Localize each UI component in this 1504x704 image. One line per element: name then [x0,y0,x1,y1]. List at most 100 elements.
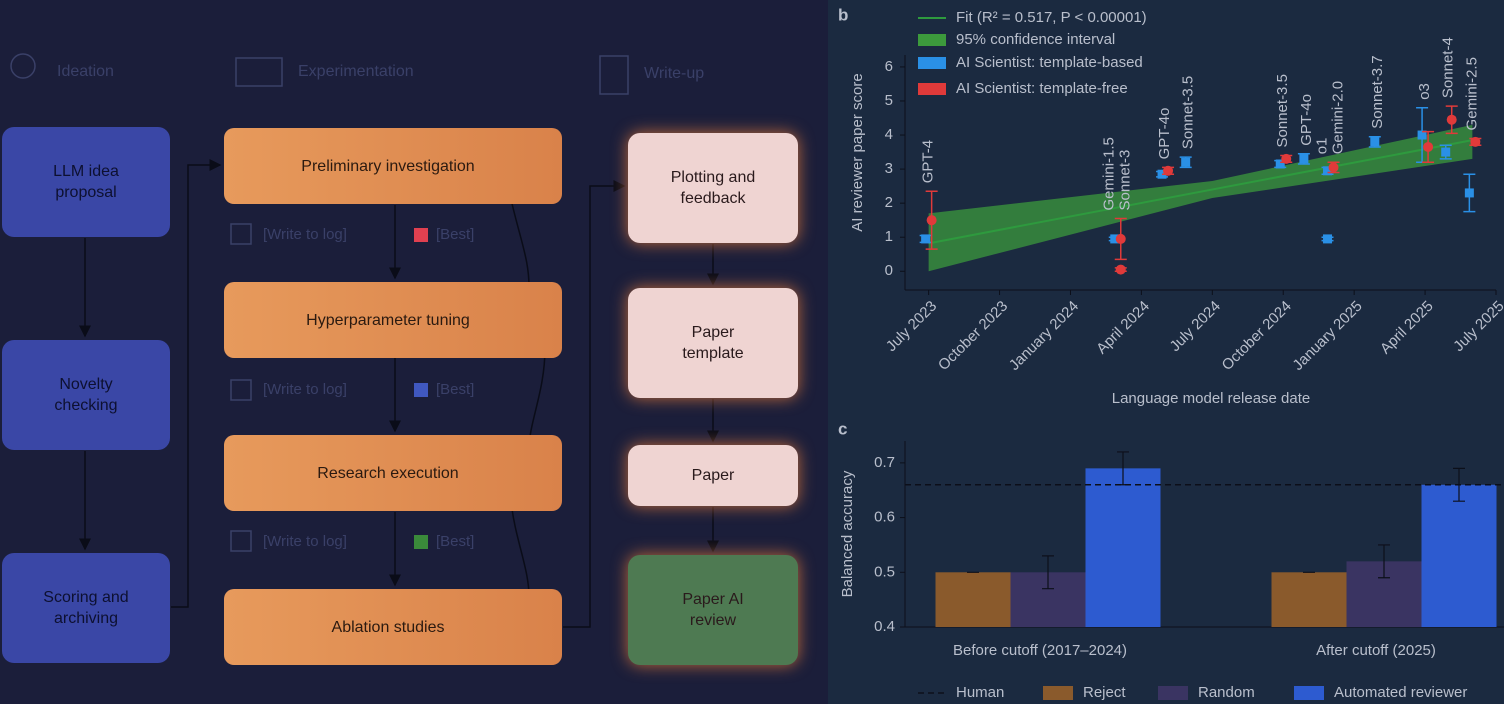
best-label: [Best] [436,226,475,243]
node-label: Novelty checking [54,376,118,414]
legend-label: Reject [1083,684,1126,701]
fit-line [928,139,1473,245]
point [1370,137,1380,147]
y-tick-label: 2 [885,194,893,211]
y-axis-label: AI reviewer paper score [849,73,866,231]
node-label: Paper [691,467,735,484]
point [926,215,937,226]
y-tick-label: 4 [885,126,893,143]
model-label: Sonnet-3 [1117,150,1134,211]
model-label: GPT-4o [1298,94,1315,146]
point [1417,130,1427,140]
y-tick-label: 0.6 [874,509,895,526]
node: Scoring and archiving [2,553,170,663]
column-title: Ideation [57,63,114,80]
node: Paper template [628,288,798,398]
y-tick-label: 3 [885,160,893,177]
panel-label: b [838,5,848,24]
node-label: Plotting and feedback [670,169,756,207]
best-label: [Best] [436,381,475,398]
model-label: o3 [1416,83,1433,100]
node-label: LLM idea proposal [53,163,119,201]
y-axis-label: Balanced accuracy [839,470,856,597]
point [1323,234,1333,244]
node-label: Scoring and archiving [43,589,129,627]
point [1115,264,1126,275]
legend-label: AI Scientist: template-free [956,80,1128,97]
node: Research execution [224,435,562,511]
node: Plotting and feedback [628,133,798,243]
legend-swatch [918,34,946,46]
point [1115,233,1126,244]
model-label: Sonnet-4 [1440,37,1457,98]
model-label: Gemini-1.5 [1101,137,1118,210]
legend-swatch [918,83,946,95]
point [1328,162,1339,173]
y-tick-label: 0.7 [874,454,895,471]
y-tick-label: 1 [885,228,893,245]
bar [1271,572,1347,627]
y-tick-label: 5 [885,92,893,109]
error-bar [1042,555,1054,590]
log-label: [Write to log] [263,533,347,550]
model-label: GPT-4 [920,140,937,183]
point [1470,136,1481,147]
node-label: Hyperparameter tuning [306,311,470,329]
node-label: Paper AI review [682,591,744,629]
model-label: Sonnet-3.5 [1274,74,1291,147]
point [1446,114,1457,125]
model-label: Gemini-2.0 [1329,81,1346,154]
legend-label: Random [1198,684,1255,701]
y-tick-label: 0.4 [874,618,895,635]
y-tick-label: 0.5 [874,563,895,580]
bar [1085,468,1161,627]
x-tick-label: Before cutoff (2017–2024) [953,642,1127,659]
column-title: Write-up [644,65,705,82]
legend-swatch [918,57,946,69]
point [921,234,931,244]
point [1163,165,1174,176]
node: Ablation studies [224,589,562,665]
node-label: Ablation studies [331,618,445,636]
legend-swatch [1294,686,1324,700]
x-tick-label: After cutoff (2025) [1316,642,1436,659]
node-label: Preliminary investigation [301,157,475,175]
legend-label: AI Scientist: template-based [956,54,1143,71]
model-label: GPT-4o [1156,108,1173,160]
panel-label: c [838,419,847,438]
log-label: [Write to log] [263,226,347,243]
node-label: Research execution [317,464,459,482]
legend-label: Automated reviewer [1334,684,1467,701]
node: Preliminary investigation [224,128,562,204]
point [1281,153,1292,164]
node: Paper [628,445,798,506]
confidence-band [928,124,1473,272]
bar [935,572,1011,627]
point [1181,157,1191,167]
node: Novelty checking [2,340,170,450]
bar [1421,484,1497,627]
best-label: [Best] [436,533,475,550]
y-tick-label: 0 [885,262,893,279]
model-label: Sonnet-3.5 [1180,76,1197,149]
point [1110,234,1120,244]
node-label: Paper template [682,324,744,362]
legend-swatch [1043,686,1073,700]
error-bar [1378,544,1390,579]
point [1423,141,1434,152]
model-label: o1 [1313,138,1330,155]
node: Hyperparameter tuning [224,282,562,358]
legend-swatch [1158,686,1188,700]
legend-label: Fit (R² = 0.517, P < 0.00001) [956,9,1147,26]
y-tick-label: 6 [885,58,893,75]
node: LLM idea proposal [2,127,170,237]
point [1464,188,1474,198]
log-label: [Write to log] [263,381,347,398]
point [1323,166,1333,176]
node: Paper AI review [628,555,798,665]
point [1441,147,1451,157]
point [1299,154,1309,164]
legend-label: 95% confidence interval [956,31,1115,48]
